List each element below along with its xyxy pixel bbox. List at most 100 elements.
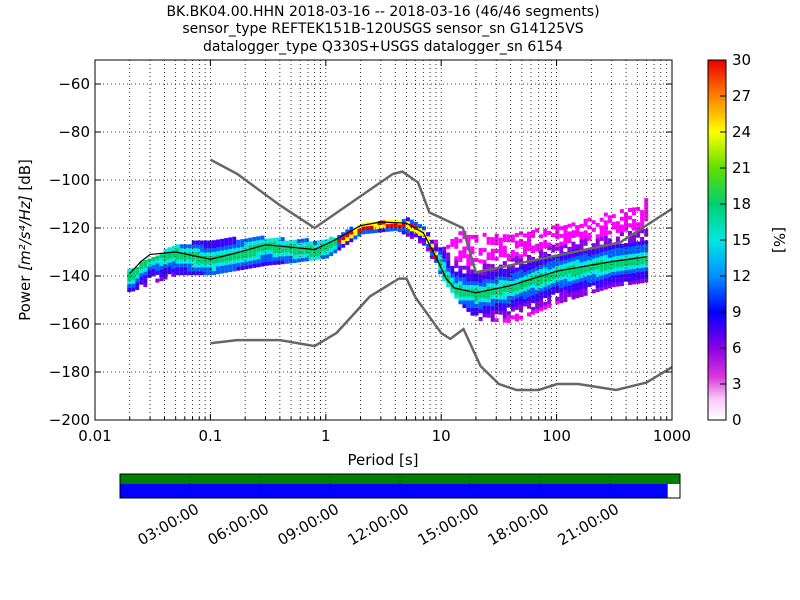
psd-bin (502, 238, 507, 242)
psd-bin (571, 253, 576, 258)
psd-bin (212, 255, 216, 260)
psd-bin (619, 247, 624, 252)
psd-bin (191, 248, 196, 253)
psd-bin (159, 257, 164, 262)
psd-bin (216, 243, 220, 248)
psd-bin (640, 260, 645, 265)
psd-bin (183, 255, 188, 260)
psd-bin (179, 252, 184, 256)
psd-bin (482, 309, 487, 314)
psd-bin (527, 300, 531, 305)
psd-bin (514, 302, 519, 307)
psd-bin (519, 292, 523, 297)
timeline-label: 15:00:00 (415, 500, 482, 549)
psd-bin (240, 243, 245, 247)
psd-bin (607, 219, 612, 224)
psd-bin (519, 304, 523, 309)
psd-bin (640, 252, 645, 257)
psd-bin (539, 288, 544, 293)
psd-bin (595, 238, 600, 243)
psd-bin (256, 259, 261, 264)
psd-bin (591, 281, 596, 286)
psd-bin (333, 241, 338, 246)
psd-bin (357, 228, 362, 233)
colorbar-tick-label: 3 (732, 375, 742, 393)
psd-bin (135, 278, 140, 283)
psd-bin (450, 277, 455, 282)
psd-bin (498, 310, 503, 315)
psd-bin (632, 265, 636, 269)
psd-bin (486, 271, 491, 276)
psd-bin (490, 290, 495, 295)
psd-bin (470, 296, 475, 301)
psd-bin (579, 266, 584, 271)
psd-bin (349, 230, 354, 235)
psd-bin (632, 268, 636, 273)
psd-bin (644, 248, 649, 252)
psd-bin (474, 307, 479, 312)
psd-bin (628, 246, 632, 251)
psd-bin (486, 283, 491, 287)
psd-bin (462, 284, 467, 289)
psd-bin (212, 247, 216, 252)
psd-bin (244, 242, 249, 247)
psd-bin (494, 302, 499, 307)
psd-bin (531, 268, 536, 273)
psd-bin (571, 283, 576, 288)
psd-bin (498, 237, 503, 242)
psd-bin (615, 251, 620, 256)
psd-bin (551, 290, 556, 295)
psd-bin (482, 271, 487, 276)
psd-bin (587, 271, 592, 276)
psd-bin (619, 209, 624, 214)
psd-bin (284, 252, 289, 257)
psd-bin (462, 304, 467, 309)
psd-bin (510, 288, 515, 293)
psd-bin (555, 269, 560, 274)
psd-bin (401, 222, 406, 227)
psd-bin (640, 267, 645, 272)
psd-bin (628, 223, 632, 228)
psd-bin (482, 259, 487, 264)
psd-bin (632, 222, 636, 227)
psd-bin (603, 220, 608, 225)
psd-bin (502, 234, 507, 239)
psd-bin (434, 239, 439, 244)
psd-bin (583, 238, 588, 242)
psd-bin (490, 275, 495, 280)
psd-bin (296, 258, 301, 263)
psd-bin (195, 248, 200, 253)
psd-bin (543, 301, 548, 306)
x-axis-ticks: 0.01 0.1 1 10 100 1000 (78, 60, 691, 445)
psd-bin (555, 246, 560, 251)
psd-bin (474, 292, 479, 297)
psd-bin (571, 295, 576, 300)
psd-bin (179, 263, 184, 268)
psd-bin (220, 261, 225, 266)
psd-bin (405, 232, 410, 237)
psd-bin (430, 255, 435, 260)
psd-bin (458, 265, 463, 270)
psd-bin (510, 265, 515, 270)
psd-bin (155, 278, 160, 283)
psd-bin (442, 254, 447, 259)
psd-bin (535, 309, 540, 313)
psd-bin (490, 248, 495, 253)
psd-bin (583, 218, 588, 223)
psd-bin (547, 257, 552, 262)
psd-bin (187, 263, 192, 268)
psd-bin (357, 232, 362, 237)
psd-bin (555, 285, 560, 290)
psd-bin (494, 306, 499, 311)
psd-bin (551, 286, 556, 291)
psd-bin (494, 275, 499, 280)
psd-bin (644, 263, 649, 268)
psd-bin (458, 277, 463, 282)
psd-bin (446, 244, 451, 249)
psd-bin (256, 247, 261, 252)
psd-bin (535, 259, 540, 264)
psd-bin (640, 263, 645, 268)
psd-bin (519, 277, 523, 282)
psd-bin (321, 247, 325, 252)
psd-bin (244, 249, 249, 254)
